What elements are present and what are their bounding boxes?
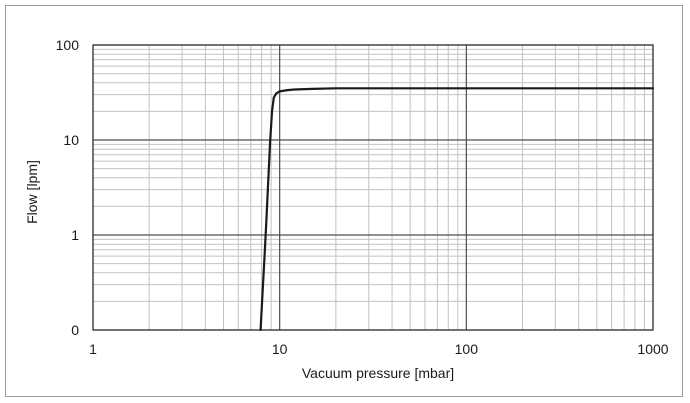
x-tick-label: 100 (455, 341, 479, 357)
x-tick-label: 10 (272, 341, 288, 357)
x-tick-label: 1000 (637, 341, 668, 357)
minor-grid (93, 45, 653, 330)
y-tick-label: 100 (56, 37, 80, 53)
plot-border (92, 44, 654, 331)
chart-frame: 1 10 100 1000 0 1 10 100 Vacuum pressure [mbar]… (5, 5, 683, 397)
x-axis-label: Vacuum pressure [mbar] (302, 365, 454, 381)
x-tick-label: 1 (89, 341, 97, 357)
y-axis-label: Flow [lpm] (24, 160, 40, 224)
y-tick-label: 10 (63, 132, 79, 148)
y-tick-label: 0 (71, 322, 79, 338)
series-layer (259, 87, 655, 332)
flow-curve (259, 87, 655, 332)
y-tick-label: 1 (71, 227, 79, 243)
major-grid (92, 44, 654, 331)
